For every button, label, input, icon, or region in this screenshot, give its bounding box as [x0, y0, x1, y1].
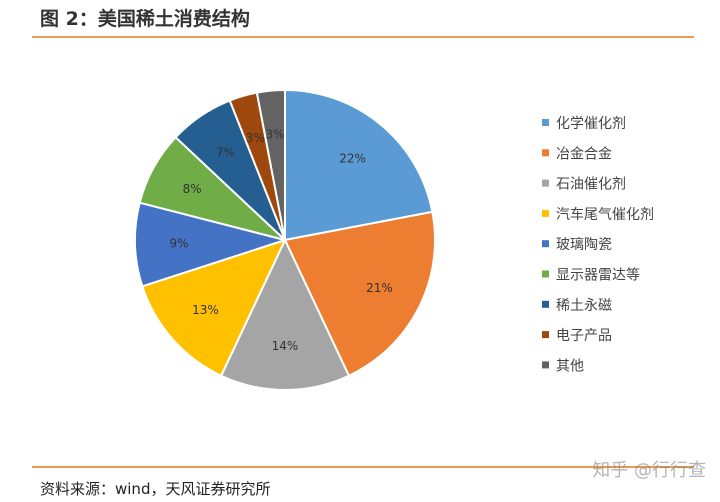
legend: 化学催化剂冶金合金石油催化剂汽车尾气催化剂玻璃陶瓷显示器雷达等稀土永磁电子产品其… [542, 116, 654, 374]
legend-label-2: 冶金合金 [556, 146, 612, 162]
pie-slice-2 [283, 210, 436, 378]
legend-swatch-9 [542, 361, 549, 369]
legend-label-3: 石油催化剂 [556, 177, 626, 193]
legend-label-8: 电子产品 [556, 328, 612, 344]
legend-label-9: 其他 [556, 358, 584, 374]
slice-label-1: 22% [339, 151, 366, 165]
pie-slice-5 [134, 201, 289, 288]
slice-label-2: 21% [366, 281, 393, 295]
figure-title: 图 2：美国稀土消费结构 [40, 8, 250, 30]
pie-slice-1 [284, 88, 434, 242]
legend-swatch-4 [542, 209, 549, 217]
legend-swatch-5 [542, 240, 549, 248]
legend-label-7: 稀土永磁 [556, 298, 612, 314]
slice-label-5: 9% [170, 236, 189, 250]
watermark: 知乎 @行行查 [592, 460, 706, 481]
pie-slice-4 [141, 238, 287, 378]
chart-area: 22% 21% 14% 13% 9% 8% 7% 3% 3% 化学催化剂冶金合金石油催化剂汽车尾… [40, 50, 686, 442]
pie-slice-9 [255, 88, 286, 241]
source-note: 资料来源：wind，天风证券研究所 [40, 480, 271, 498]
legend-swatch-2 [542, 149, 549, 157]
slice-label-3: 14% [272, 339, 299, 353]
legend-swatch-3 [542, 179, 549, 187]
top-divider [32, 36, 694, 38]
legend-swatch-7 [542, 300, 549, 308]
legend-swatch-6 [542, 270, 549, 278]
pie-slice-labels: 22% 21% 14% 13% 9% 8% 7% 3% 3% [170, 127, 393, 353]
slice-label-4: 13% [192, 303, 219, 317]
slice-label-9: 3% [266, 127, 285, 141]
bottom-divider [32, 466, 694, 468]
pie-slices [134, 88, 436, 391]
legend-label-4: 汽车尾气催化剂 [556, 206, 654, 223]
slice-label-6: 8% [183, 182, 202, 196]
legend-swatch-1 [542, 119, 549, 126]
slice-label-7: 7% [216, 145, 235, 159]
legend-swatch-8 [542, 331, 549, 339]
legend-label-1: 化学催化剂 [556, 116, 626, 132]
slice-label-8: 3% [246, 131, 265, 145]
legend-label-6: 显示器雷达等 [556, 267, 640, 284]
pie-chart: 22% 21% 14% 13% 9% 8% 7% 3% 3% 化学催化剂冶金合金石油催化剂汽车尾… [134, 88, 654, 391]
pie-slice-3 [219, 237, 351, 391]
legend-label-5: 玻璃陶瓷 [556, 236, 612, 253]
